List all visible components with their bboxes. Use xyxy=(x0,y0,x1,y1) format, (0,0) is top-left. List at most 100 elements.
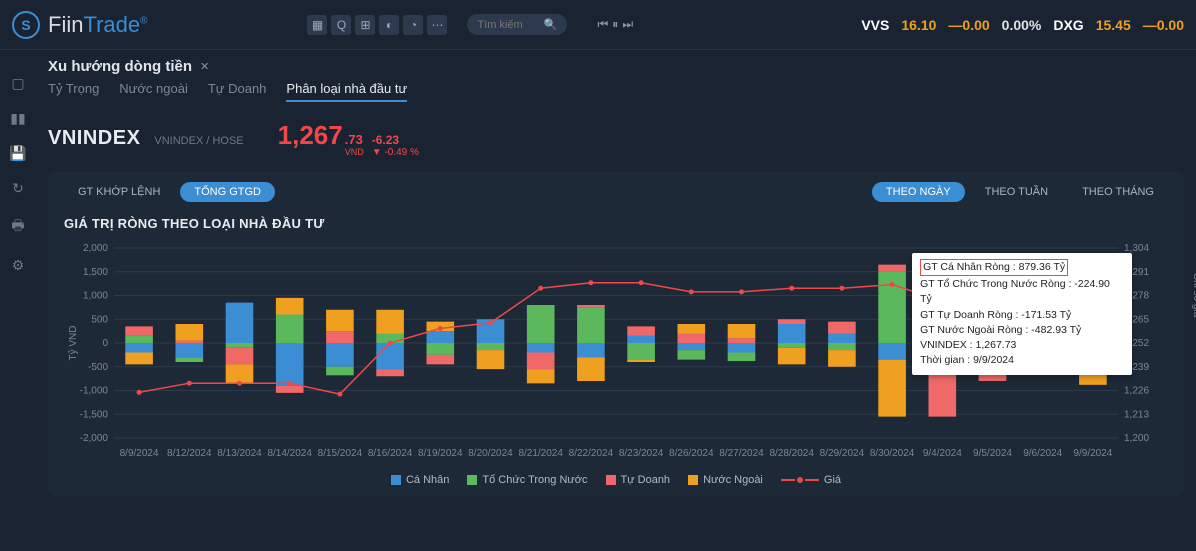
svg-text:8/16/2024: 8/16/2024 xyxy=(368,448,413,459)
ticker-chg-2: —0.00 xyxy=(1143,17,1184,33)
clock-icon[interactable]: ◔ xyxy=(403,15,423,35)
search-box[interactable]: 🔍 xyxy=(467,14,567,35)
calendar-icon[interactable]: ⊞ xyxy=(355,15,375,35)
chart-title: GIÁ TRỊ RÒNG THEO LOẠI NHÀ ĐẦU TƯ xyxy=(64,216,1168,231)
chart-area: 2,0001,5001,0005000-500-1,000-1,500-2,00… xyxy=(64,243,1168,468)
mode-tonggtgd[interactable]: TỔNG GTGD xyxy=(180,182,275,202)
rail-settings-icon[interactable]: ⚙ xyxy=(12,257,25,274)
toolbar-icons: ▦ Q ⊞ ◐ ◔ ⋯ xyxy=(307,15,447,35)
rail-camera-icon[interactable]: ▮▮ xyxy=(10,110,25,127)
legend-gia[interactable]: Giá xyxy=(781,474,841,486)
svg-text:8/22/2024: 8/22/2024 xyxy=(569,448,614,459)
svg-text:-1,500: -1,500 xyxy=(80,409,109,420)
index-price-frac: .73 xyxy=(345,132,364,147)
rail-save-icon[interactable]: 💾 xyxy=(9,145,26,162)
tab-nuocngoai[interactable]: Nước ngoài xyxy=(119,81,188,102)
index-header: VNINDEX VNINDEX / HOSE 1,267 .73 VND -6.… xyxy=(48,120,1184,158)
more-icon[interactable]: ⋯ xyxy=(427,15,447,35)
tab-tudoanh[interactable]: Tự Doanh xyxy=(208,81,267,102)
grid-icon[interactable]: ▦ xyxy=(307,15,327,35)
svg-text:1,200: 1,200 xyxy=(1124,433,1149,444)
svg-text:8/21/2024: 8/21/2024 xyxy=(518,448,563,459)
svg-text:9/4/2024: 9/4/2024 xyxy=(923,448,962,459)
skip-back-icon[interactable]: ⏮ xyxy=(597,17,608,32)
page-header: Xu hướng dòng tiền ✕ xyxy=(48,58,1184,75)
mode-tabs: GT KHỚP LỆNH TỔNG GTGD xyxy=(64,182,275,202)
ticker-sym-1[interactable]: VVS xyxy=(861,17,889,33)
time-tuan[interactable]: THEO TUẦN xyxy=(971,182,1062,202)
svg-text:Tỷ VND: Tỷ VND xyxy=(67,326,79,361)
index-sub: VNINDEX / HOSE xyxy=(154,135,243,147)
svg-text:1,226: 1,226 xyxy=(1124,386,1149,397)
index-ccy: VND xyxy=(345,147,364,157)
chart-panel: GT KHỚP LỆNH TỔNG GTGD THEO NGÀY THEO TU… xyxy=(48,172,1184,496)
legend-tudoanh[interactable]: Tự Doanh xyxy=(606,474,671,486)
svg-text:-500: -500 xyxy=(88,362,108,373)
logo[interactable]: S FiinTrade® xyxy=(12,11,147,39)
svg-text:1,213: 1,213 xyxy=(1124,409,1149,420)
ticker-price-2: 15.45 xyxy=(1096,17,1131,33)
right-axis-label: Chỉ số giá xyxy=(1191,273,1196,317)
svg-text:8/20/2024: 8/20/2024 xyxy=(468,448,513,459)
svg-text:0: 0 xyxy=(102,338,108,349)
media-controls: ⏮ ⏸ ⏭ xyxy=(597,17,633,32)
skip-fwd-icon[interactable]: ⏭ xyxy=(622,17,633,32)
tooltip-line: VNINDEX : 1,267.73 xyxy=(920,338,1124,353)
time-tabs: THEO NGÀY THEO TUẦN THEO THÁNG xyxy=(872,182,1168,202)
svg-text:8/28/2024: 8/28/2024 xyxy=(769,448,814,459)
index-price: 1,267 xyxy=(278,120,343,151)
search-icon[interactable]: 🔍 xyxy=(543,18,557,31)
mode-gtkhoplenh[interactable]: GT KHỚP LỆNH xyxy=(64,182,174,202)
svg-text:-2,000: -2,000 xyxy=(80,433,109,444)
left-rail: ▢ ▮▮ 💾 ↻ 🖶 ⚙ xyxy=(0,50,36,551)
rail-panel-icon[interactable]: ▢ xyxy=(11,75,24,92)
tab-tytrong[interactable]: Tỷ Trọng xyxy=(48,81,99,102)
svg-text:8/27/2024: 8/27/2024 xyxy=(719,448,764,459)
svg-text:9/6/2024: 9/6/2024 xyxy=(1023,448,1062,459)
index-change: -6.23 xyxy=(372,133,419,147)
search-input[interactable] xyxy=(477,19,537,31)
svg-text:-1,000: -1,000 xyxy=(80,386,109,397)
tool-q-icon[interactable]: Q xyxy=(331,15,351,35)
page-tabs: Tỷ Trọng Nước ngoài Tự Doanh Phân loại n… xyxy=(48,81,1184,102)
logo-text: FiinTrade® xyxy=(48,12,147,38)
svg-text:8/23/2024: 8/23/2024 xyxy=(619,448,664,459)
index-pct: ▼ -0.49 % xyxy=(372,147,419,158)
pause-icon[interactable]: ⏸ xyxy=(612,17,618,32)
svg-text:1,000: 1,000 xyxy=(83,291,108,302)
rail-print-icon[interactable]: 🖶 xyxy=(11,215,24,239)
svg-text:8/30/2024: 8/30/2024 xyxy=(870,448,915,459)
svg-text:8/15/2024: 8/15/2024 xyxy=(318,448,363,459)
svg-text:500: 500 xyxy=(91,314,108,325)
legend-canhan[interactable]: Cá Nhân xyxy=(391,474,449,486)
index-name: VNINDEX xyxy=(48,127,140,150)
tooltip-line: GT Nước Ngoài Ròng : -482.93 Tỷ xyxy=(920,323,1124,338)
svg-text:8/12/2024: 8/12/2024 xyxy=(167,448,212,459)
time-thang[interactable]: THEO THÁNG xyxy=(1068,182,1168,202)
tab-phanloai[interactable]: Phân loại nhà đầu tư xyxy=(286,81,407,102)
main-area: Xu hướng dòng tiền ✕ Tỷ Trọng Nước ngoài… xyxy=(36,50,1196,551)
svg-text:8/9/2024: 8/9/2024 xyxy=(120,448,159,459)
tooltip-highlight: GT Cá Nhân Ròng : 879.36 Tỷ xyxy=(920,259,1068,276)
close-icon[interactable]: ✕ xyxy=(200,60,209,73)
svg-text:8/14/2024: 8/14/2024 xyxy=(267,448,312,459)
ticker-strip: VVS 16.10 —0.00 0.00% DXG 15.45 —0.00 xyxy=(861,17,1184,33)
panel-controls: GT KHỚP LỆNH TỔNG GTGD THEO NGÀY THEO TU… xyxy=(64,182,1168,202)
time-ngay[interactable]: THEO NGÀY xyxy=(872,182,965,202)
ticker-chg-1: —0.00 xyxy=(948,17,989,33)
tooltip-line: GT Tự Doanh Ròng : -171.53 Tỷ xyxy=(920,308,1124,323)
legend-nuocngoai[interactable]: Nước Ngoài xyxy=(688,474,763,486)
ticker-price-1: 16.10 xyxy=(901,17,936,33)
globe-icon[interactable]: ◐ xyxy=(379,15,399,35)
svg-text:9/5/2024: 9/5/2024 xyxy=(973,448,1012,459)
svg-text:8/19/2024: 8/19/2024 xyxy=(418,448,463,459)
svg-text:8/13/2024: 8/13/2024 xyxy=(217,448,262,459)
svg-text:2,000: 2,000 xyxy=(83,243,108,254)
page-title: Xu hướng dòng tiền xyxy=(48,58,192,75)
legend-tochuc[interactable]: Tổ Chức Trong Nước xyxy=(467,474,587,486)
svg-text:8/26/2024: 8/26/2024 xyxy=(669,448,714,459)
ticker-sym-2[interactable]: DXG xyxy=(1053,17,1083,33)
rail-refresh-icon[interactable]: ↻ xyxy=(12,180,24,197)
ticker-pct-1: 0.00% xyxy=(1002,17,1042,33)
logo-icon: S xyxy=(12,11,40,39)
